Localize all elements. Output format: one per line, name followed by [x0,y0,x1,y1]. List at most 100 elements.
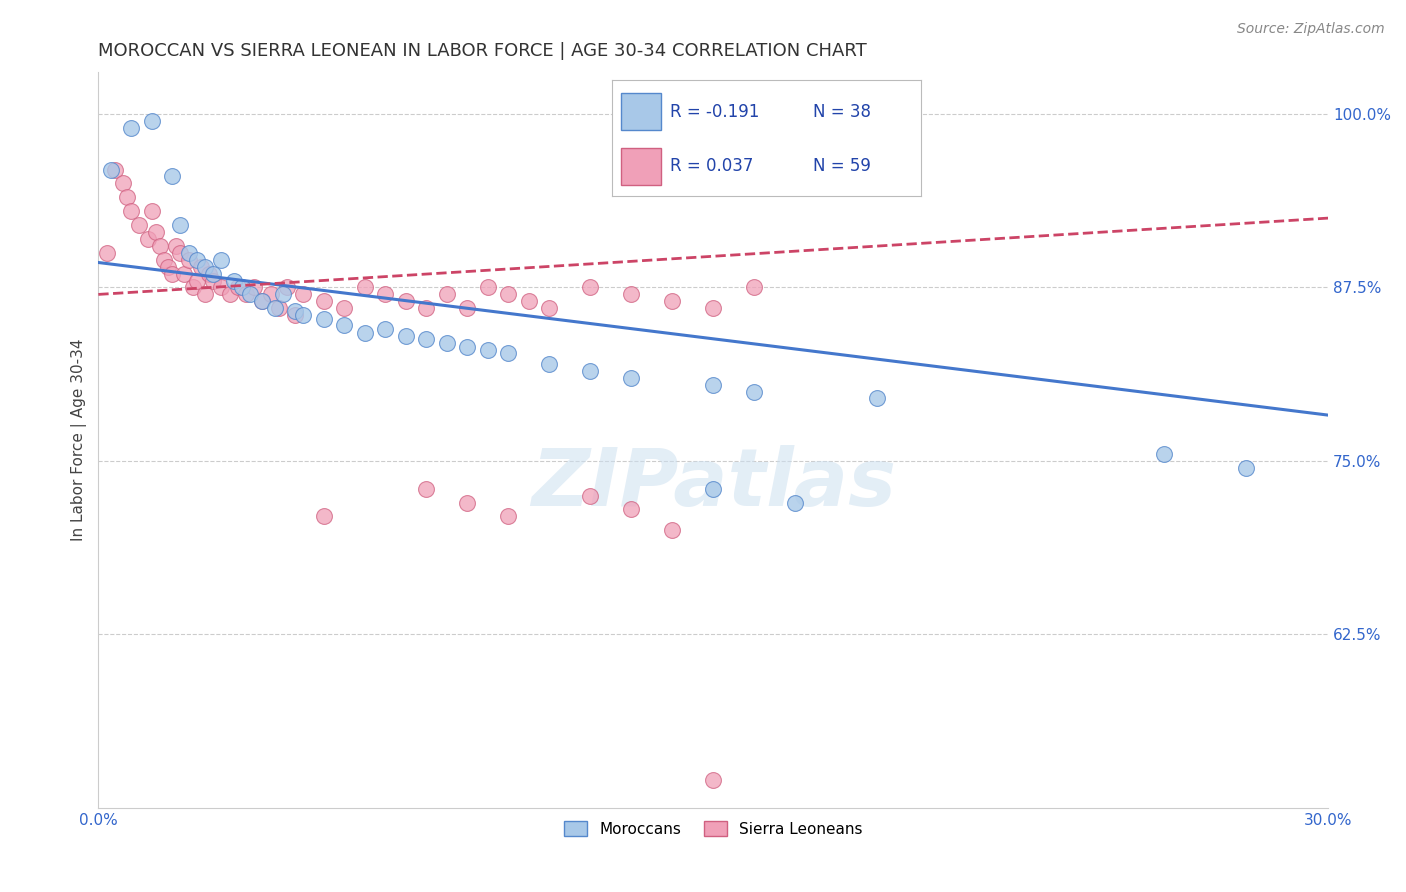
Point [177,252,200,267]
Point [579,280,602,294]
Point [226,280,249,294]
Point [181,280,204,294]
Point [218,287,240,301]
Point [333,301,356,316]
Point [436,287,458,301]
Point [267,301,290,316]
Point [271,287,294,301]
Point [231,280,253,294]
Point [222,274,245,288]
Point [276,280,298,294]
Point [742,384,765,399]
Point [284,304,307,318]
Point [120,120,142,135]
Point [209,252,232,267]
Text: R = 0.037: R = 0.037 [671,157,754,175]
Point [104,162,127,177]
Point [498,509,520,524]
Point [194,287,217,301]
Point [579,489,602,503]
FancyBboxPatch shape [621,93,661,130]
Point [517,294,540,309]
Point [866,392,889,406]
Point [702,482,724,496]
Point [702,772,724,787]
Point [742,280,765,294]
Point [202,274,225,288]
Point [263,301,285,316]
Text: N = 59: N = 59 [813,157,870,175]
Point [160,169,183,184]
Point [190,260,212,274]
Point [620,370,643,384]
Point [157,260,180,274]
Point [456,301,478,316]
Point [292,308,315,322]
Point [395,294,418,309]
Point [169,218,191,232]
Point [198,267,221,281]
Point [202,267,225,281]
Point [292,287,315,301]
Point [120,204,142,219]
Point [661,294,683,309]
Point [333,318,356,332]
Point [141,114,163,128]
Point [100,162,122,177]
Point [620,502,643,516]
Point [353,280,375,294]
Point [153,252,176,267]
Point [415,332,437,346]
Point [177,245,200,260]
Point [173,267,195,281]
Point [702,377,724,392]
Point [661,523,683,537]
Point [259,287,281,301]
Point [456,495,478,509]
Point [284,308,307,322]
Point [415,301,437,316]
Point [579,364,602,378]
Point [312,509,335,524]
Point [252,294,274,309]
Point [111,177,134,191]
Text: N = 38: N = 38 [813,103,870,120]
Point [436,335,458,350]
Point [186,252,208,267]
Point [538,357,561,371]
Point [477,280,499,294]
Point [141,204,163,219]
Point [477,343,499,357]
Point [169,245,191,260]
Point [1153,447,1175,461]
Legend: Moroccans, Sierra Leoneans: Moroccans, Sierra Leoneans [557,813,870,844]
Point [165,239,187,253]
Text: ZIPatlas: ZIPatlas [530,445,896,524]
Point [415,482,437,496]
Point [374,322,396,336]
Point [136,232,159,246]
Point [374,287,396,301]
Point [145,225,167,239]
Point [115,190,138,204]
Point [498,287,520,301]
Point [620,287,643,301]
Point [1234,460,1257,475]
Point [194,260,217,274]
Point [186,274,208,288]
Point [353,326,375,341]
Point [538,301,561,316]
Point [702,301,724,316]
Point [456,340,478,354]
FancyBboxPatch shape [621,147,661,185]
Text: MOROCCAN VS SIERRA LEONEAN IN LABOR FORCE | AGE 30-34 CORRELATION CHART: MOROCCAN VS SIERRA LEONEAN IN LABOR FORC… [98,42,868,60]
Point [235,287,257,301]
Text: Source: ZipAtlas.com: Source: ZipAtlas.com [1237,22,1385,37]
Point [128,218,150,232]
Point [252,294,274,309]
Point [312,294,335,309]
Point [312,312,335,326]
Text: R = -0.191: R = -0.191 [671,103,759,120]
Point [149,239,172,253]
Point [498,345,520,359]
